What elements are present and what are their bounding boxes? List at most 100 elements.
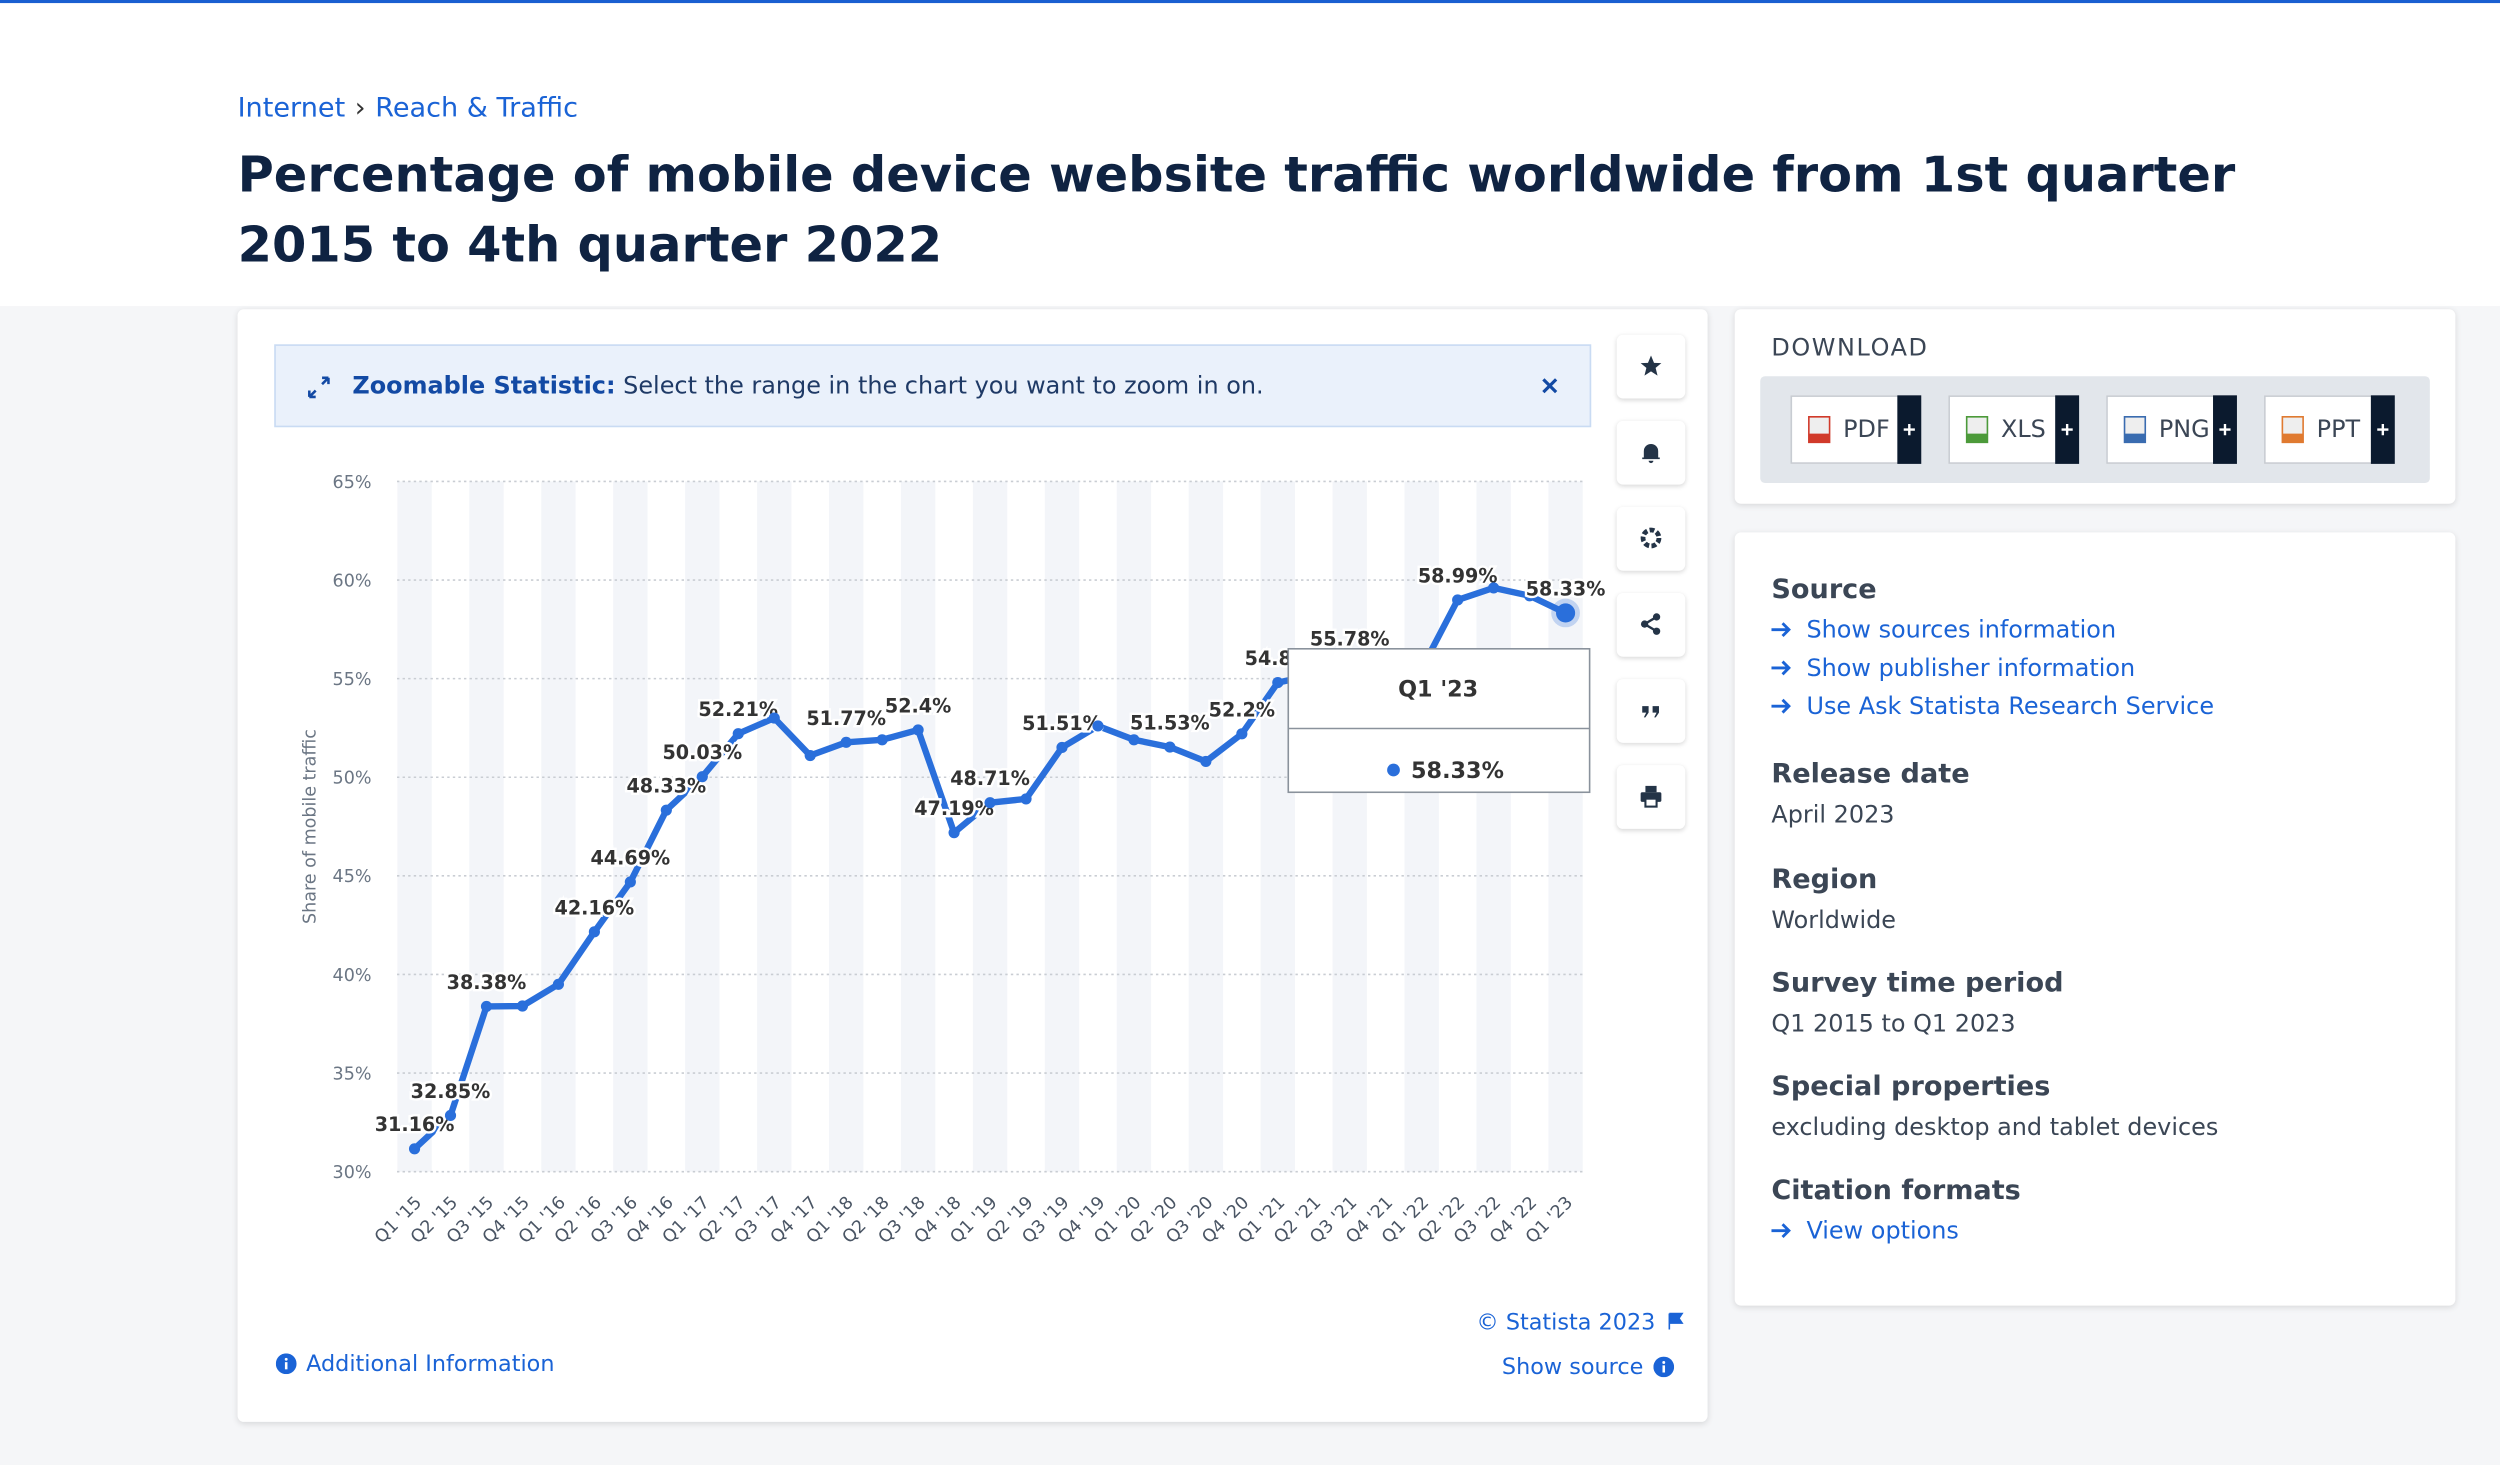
data-label: 48.71% bbox=[950, 767, 1030, 790]
plus-icon bbox=[2377, 424, 2389, 436]
plus-button[interactable] bbox=[2370, 395, 2395, 464]
format-label: PPT bbox=[2316, 414, 2361, 444]
detail-text: April 2023 bbox=[1771, 800, 1895, 829]
data-label: 50.03% bbox=[662, 741, 742, 764]
detail-link[interactable]: Use Ask Statista Research Service bbox=[1771, 692, 2214, 721]
data-point bbox=[408, 1143, 421, 1155]
data-point bbox=[588, 926, 600, 938]
favorite-button[interactable] bbox=[1616, 334, 1686, 399]
data-point bbox=[876, 734, 888, 746]
close-button[interactable] bbox=[1542, 378, 1558, 394]
band bbox=[1044, 481, 1080, 1172]
detail-link[interactable]: View options bbox=[1771, 1216, 2020, 1245]
band bbox=[1476, 481, 1511, 1172]
data-label: 42.16% bbox=[555, 896, 635, 919]
show-source-link[interactable]: Show source bbox=[1501, 1354, 1674, 1381]
y-tick-label: 30% bbox=[333, 1163, 372, 1183]
show-source: Show source bbox=[1501, 1354, 1644, 1381]
expand-icon bbox=[308, 376, 330, 399]
cite-button[interactable] bbox=[1616, 679, 1686, 743]
download-button[interactable]: XLS bbox=[1948, 395, 2080, 464]
settings-button[interactable] bbox=[1616, 506, 1686, 571]
data-point bbox=[624, 876, 636, 888]
chart: 30% 35% 40% 45% 50% 55% 60% 65% Share of mobile … bbox=[301, 473, 1608, 1248]
data-point bbox=[1452, 594, 1464, 606]
detail-text: Q1 2015 to Q1 2023 bbox=[1771, 1009, 2016, 1038]
data-point bbox=[1092, 720, 1104, 732]
download-button[interactable]: PDF bbox=[1790, 395, 1922, 464]
detail-section: Source Show sources information Show publi… bbox=[1771, 574, 2214, 730]
zoom-text: Select the range in the chart you want t… bbox=[623, 371, 1264, 401]
plus-icon bbox=[1903, 424, 1915, 436]
file-icon bbox=[1965, 416, 1989, 444]
data-point bbox=[840, 736, 852, 748]
chart-card: Zoomable Statistic: Select the range in … bbox=[237, 309, 1708, 1422]
breadcrumbs: Internet › Reach & Traffic bbox=[238, 92, 578, 124]
y-tick-label: 55% bbox=[333, 670, 372, 690]
band bbox=[1548, 481, 1583, 1172]
additional-info-link[interactable]: Additional Information bbox=[275, 1351, 555, 1378]
link-text: Show publisher information bbox=[1806, 653, 2136, 683]
additional-info: Additional Information bbox=[306, 1351, 555, 1378]
data-label: 58.99% bbox=[1418, 564, 1498, 587]
data-label: 51.51% bbox=[1022, 712, 1102, 735]
top-bar bbox=[0, 0, 2500, 4]
arrow-icon bbox=[1771, 660, 1791, 676]
copyright-text: © Statista 2023 bbox=[1476, 1310, 1656, 1336]
format-label: PNG bbox=[2158, 414, 2210, 444]
data-point bbox=[1200, 755, 1212, 768]
print-button[interactable] bbox=[1616, 765, 1686, 829]
detail-section: Region Worldwide bbox=[1771, 864, 1896, 934]
plus-button[interactable] bbox=[2213, 395, 2237, 464]
header: Internet › Reach & Traffic Percentage of m… bbox=[0, 3, 2500, 307]
tooltip-category: Q1 '23 bbox=[1398, 677, 1478, 703]
band bbox=[828, 481, 864, 1172]
data-point bbox=[768, 712, 780, 724]
band bbox=[1116, 481, 1152, 1172]
plus-button[interactable] bbox=[1897, 395, 1922, 464]
breadcrumb[interactable]: Internet bbox=[237, 92, 346, 125]
band bbox=[613, 481, 648, 1172]
download-button[interactable]: PNG bbox=[2106, 395, 2237, 464]
tooltip-value: 58.33% bbox=[1411, 758, 1504, 784]
y-axis-label: Share of mobile traffic bbox=[301, 729, 321, 924]
data-point bbox=[1524, 590, 1536, 602]
copyright[interactable]: © Statista 2023 bbox=[1476, 1310, 1684, 1336]
data-point bbox=[516, 1000, 529, 1012]
data-point bbox=[912, 724, 924, 736]
data-label: 55.78% bbox=[1310, 628, 1390, 651]
plus-icon bbox=[2061, 424, 2073, 436]
arrow-icon bbox=[1771, 1223, 1791, 1239]
data-point bbox=[1164, 741, 1176, 753]
data-point bbox=[804, 749, 816, 762]
link-text: View options bbox=[1806, 1216, 1959, 1245]
detail-heading: Special properties bbox=[1771, 1071, 2051, 1104]
data-point bbox=[984, 797, 996, 809]
share-button[interactable] bbox=[1616, 593, 1686, 657]
link-text: Use Ask Statista Research Service bbox=[1806, 691, 2215, 721]
detail-link[interactable]: Show publisher information bbox=[1771, 653, 2214, 683]
format-label: PDF bbox=[1843, 414, 1890, 444]
y-tick-label: 50% bbox=[333, 769, 372, 789]
y-tick-label: 40% bbox=[333, 966, 372, 986]
link-text: Show sources information bbox=[1806, 615, 2117, 645]
data-point bbox=[552, 978, 565, 990]
zoom-notice: Zoomable Statistic: Select the range in … bbox=[274, 344, 1592, 428]
zoom-label: Zoomable Statistic: bbox=[352, 371, 616, 401]
download-button[interactable]: PPT bbox=[2264, 395, 2395, 464]
detail-link[interactable]: Show sources information bbox=[1771, 615, 2214, 644]
alert-button[interactable] bbox=[1616, 420, 1686, 485]
y-tick-label: 45% bbox=[333, 867, 372, 887]
detail-section: Citation formats View options bbox=[1771, 1175, 2021, 1255]
data-label: 52.21% bbox=[698, 698, 778, 721]
breadcrumb[interactable]: Reach & Traffic bbox=[375, 92, 578, 125]
plus-button[interactable] bbox=[2055, 395, 2080, 464]
data-label: 52.2% bbox=[1209, 698, 1275, 721]
band bbox=[541, 481, 576, 1172]
band bbox=[972, 481, 1008, 1172]
separator: › bbox=[354, 92, 366, 125]
band bbox=[757, 481, 792, 1172]
download-card: DOWNLOAD PDF XLS PNG PPT bbox=[1734, 309, 2456, 504]
